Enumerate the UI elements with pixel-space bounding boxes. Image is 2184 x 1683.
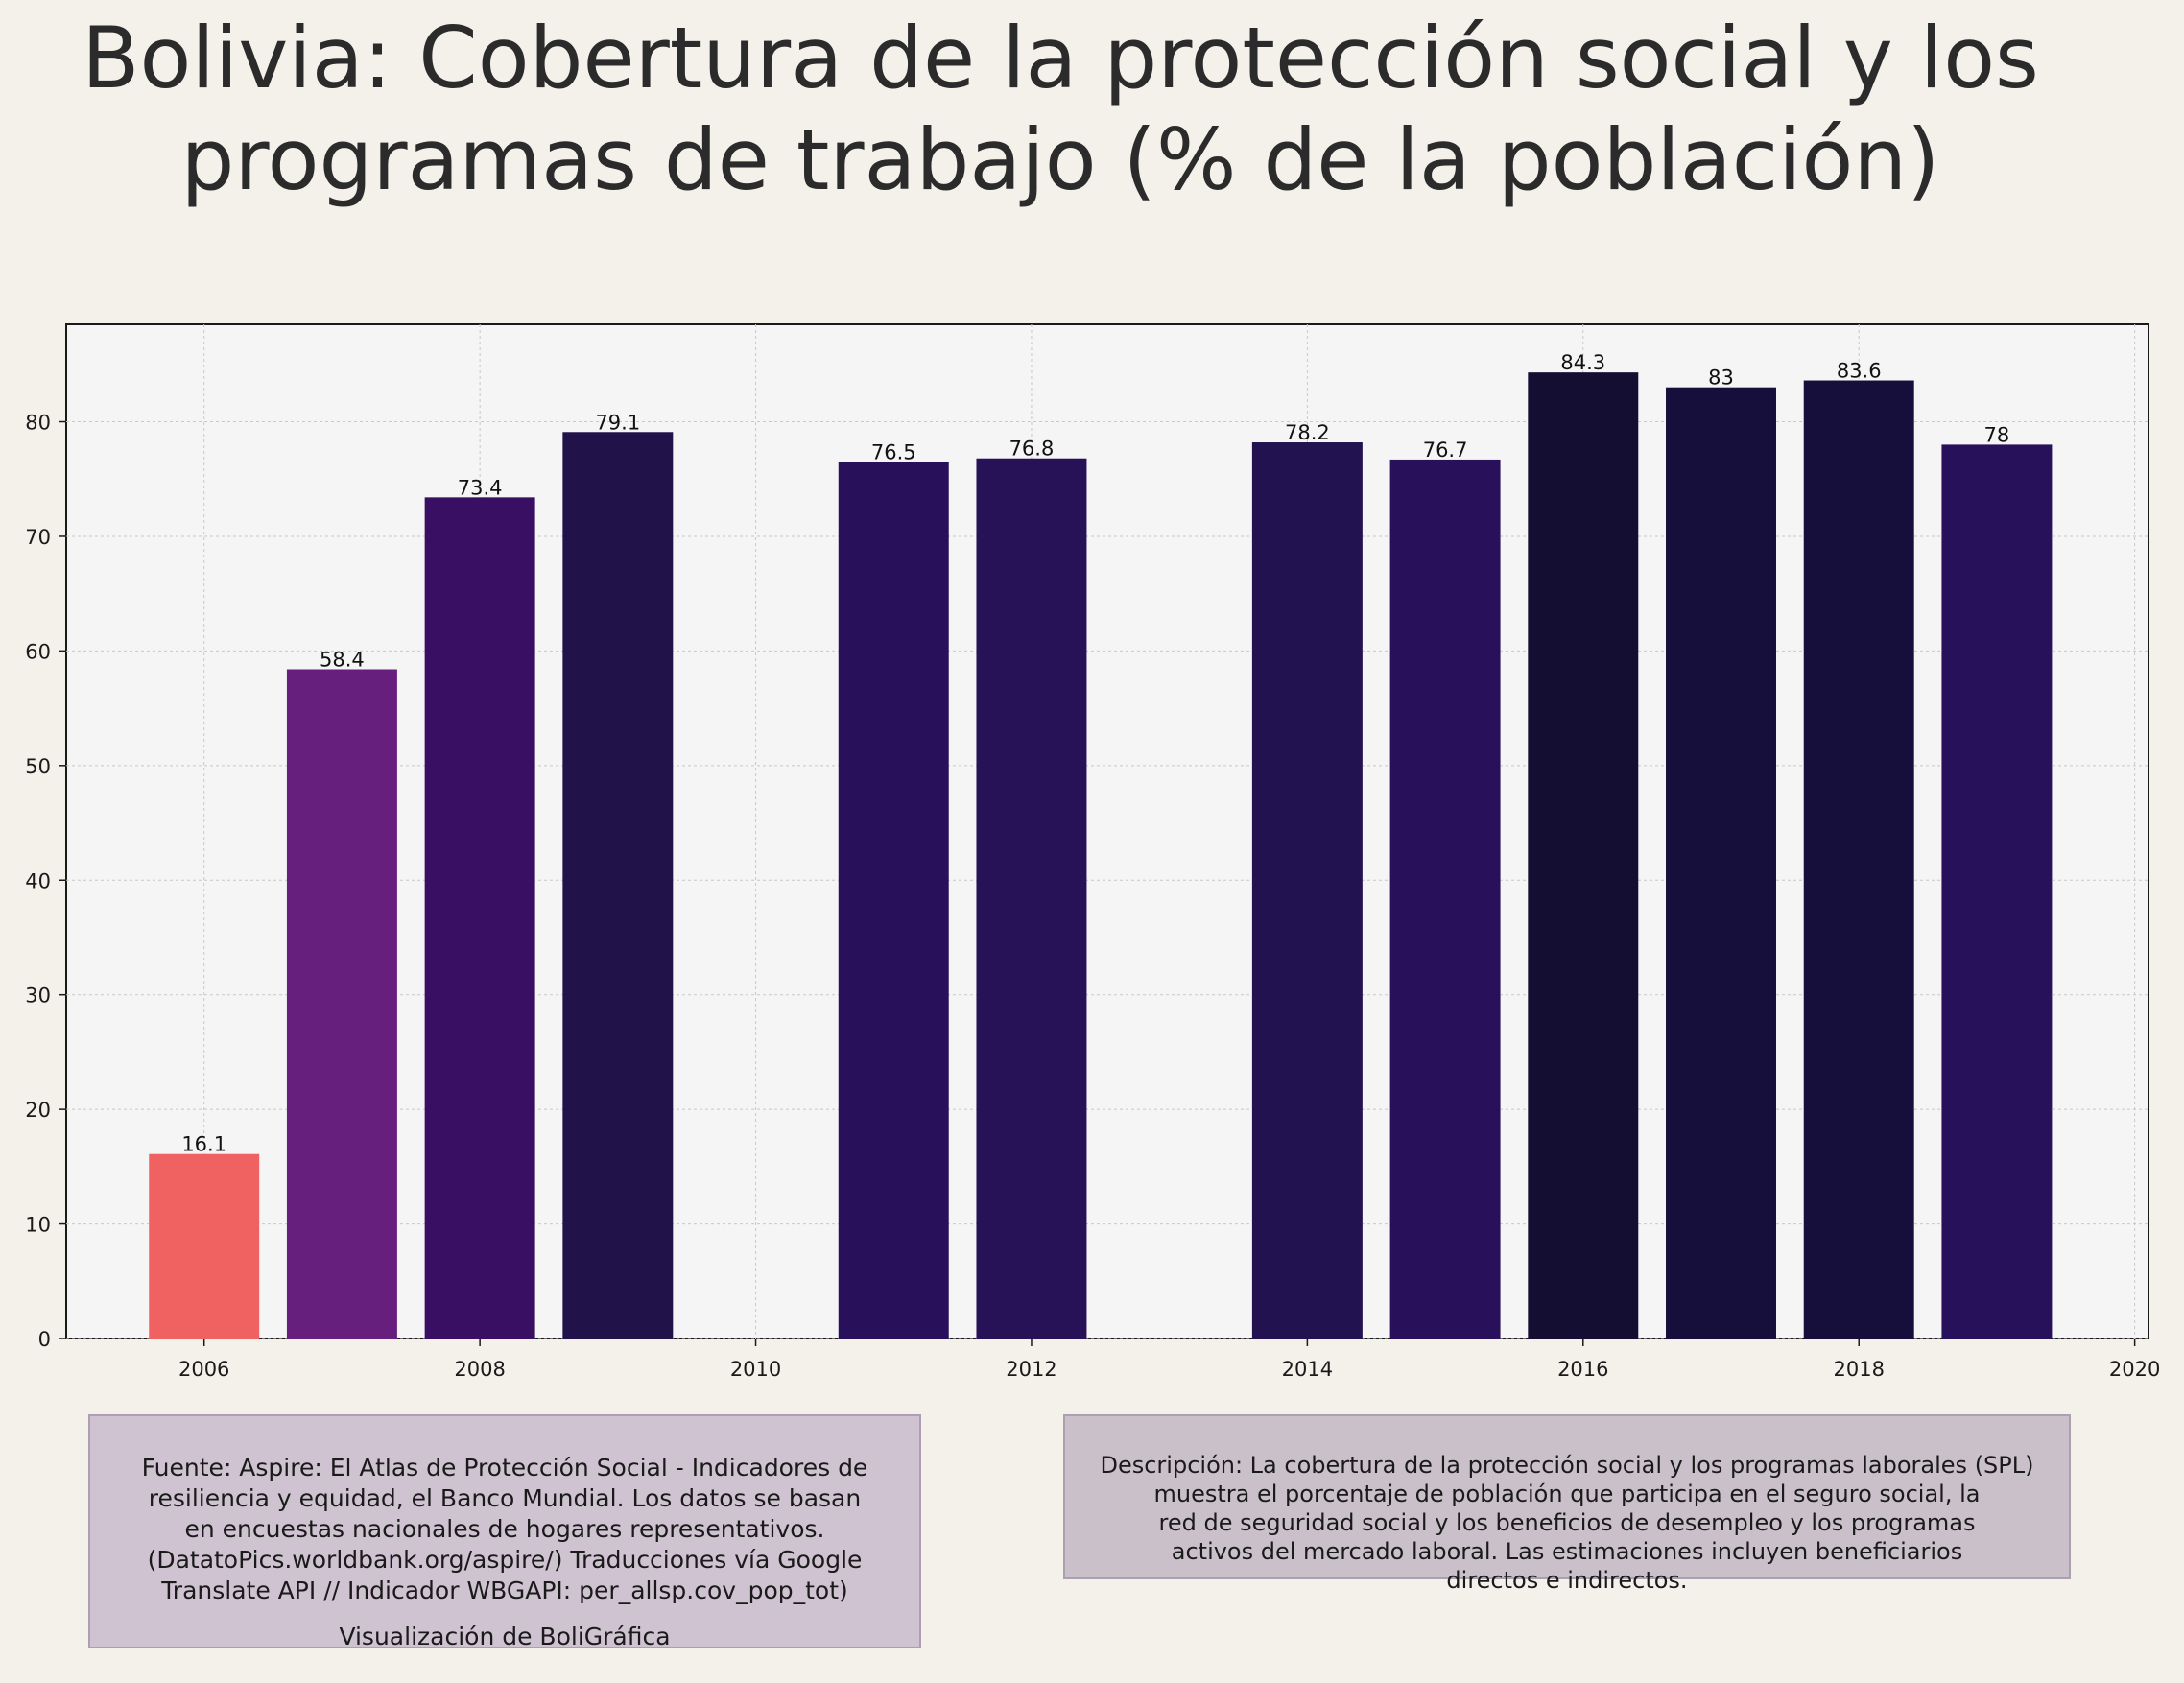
- bar-2019: [1941, 444, 2053, 1339]
- bar-2009: [562, 432, 674, 1339]
- credit-text: Visualización de BoliGráfica: [339, 1623, 671, 1650]
- chart-title: Bolivia: Cobertura de la protección soci…: [82, 9, 2039, 209]
- x-tick-label: 2006: [178, 1358, 229, 1381]
- bars: [149, 372, 2053, 1339]
- x-tick-label: 2012: [1006, 1358, 1056, 1381]
- bar-value-labels: 16.1 58.4 73.4 79.1 76.5 76.8 78.2 76.7 84.3 83 83…: [181, 351, 2009, 1156]
- y-tick-label: 30: [25, 984, 51, 1007]
- bar-value-label: 83.6: [1837, 360, 1882, 383]
- bar-2014: [1251, 442, 1363, 1339]
- bar-value-label: 73.4: [458, 476, 503, 499]
- x-tick-label: 2014: [1282, 1358, 1333, 1381]
- y-tick-label: 40: [25, 869, 51, 892]
- source-text: Fuente: Aspire: El Atlas de Protección S…: [141, 1454, 868, 1604]
- bar-2011: [838, 462, 949, 1339]
- bar-value-label: 78.2: [1285, 421, 1330, 444]
- bar-value-label: 58.4: [320, 648, 365, 671]
- x-axis: 2006 2008 2010 2012 2014 2016 2018 2020: [178, 1339, 2160, 1381]
- bar-value-label: 78: [1984, 423, 2010, 446]
- y-tick-label: 20: [25, 1099, 51, 1122]
- x-tick-label: 2010: [730, 1358, 781, 1381]
- y-tick-label: 80: [25, 412, 51, 435]
- y-tick-label: 50: [25, 755, 51, 778]
- bar-value-label: 83: [1708, 367, 1734, 390]
- bar-2016: [1528, 372, 1639, 1339]
- y-axis: 0 10 20 30 40 50 60 70 80: [25, 412, 66, 1351]
- description-box: Descripción: La cobertura de la protecci…: [1063, 1414, 2071, 1594]
- y-tick-label: 60: [25, 640, 51, 663]
- x-tick-label: 2016: [1557, 1358, 1608, 1381]
- chart-area: 16.1 58.4 73.4 79.1 76.5 76.8 78.2 76.7 84.3 83 83…: [25, 323, 2160, 1381]
- y-tick-label: 0: [38, 1328, 51, 1351]
- bar-2012: [976, 458, 1087, 1339]
- y-tick-label: 10: [25, 1214, 51, 1237]
- x-tick-label: 2008: [454, 1358, 505, 1381]
- source-box: Fuente: Aspire: El Atlas de Protección S…: [88, 1414, 921, 1650]
- bar-value-label: 16.1: [181, 1133, 226, 1156]
- bar-value-label: 84.3: [1560, 351, 1605, 374]
- plot-background: [65, 323, 2149, 1339]
- bar-2008: [424, 497, 535, 1339]
- bar-value-label: 79.1: [595, 411, 640, 434]
- bar-value-label: 76.8: [1009, 438, 1055, 461]
- x-tick-label: 2018: [1833, 1358, 1884, 1381]
- description-text: Descripción: La cobertura de la protecci…: [1100, 1452, 2034, 1594]
- bar-value-label: 76.5: [871, 440, 916, 463]
- bar-2018: [1803, 380, 1914, 1339]
- bar-2007: [286, 669, 397, 1339]
- bar-2017: [1666, 387, 1776, 1339]
- bar-2015: [1389, 459, 1501, 1339]
- bar-2006: [149, 1153, 260, 1339]
- x-tick-label: 2020: [2109, 1358, 2160, 1381]
- bar-chart: 16.1 58.4 73.4 79.1 76.5 76.8 78.2 76.7 84.3 83 83…: [25, 323, 2160, 1381]
- bar-value-label: 76.7: [1423, 439, 1468, 462]
- y-tick-label: 70: [25, 526, 51, 549]
